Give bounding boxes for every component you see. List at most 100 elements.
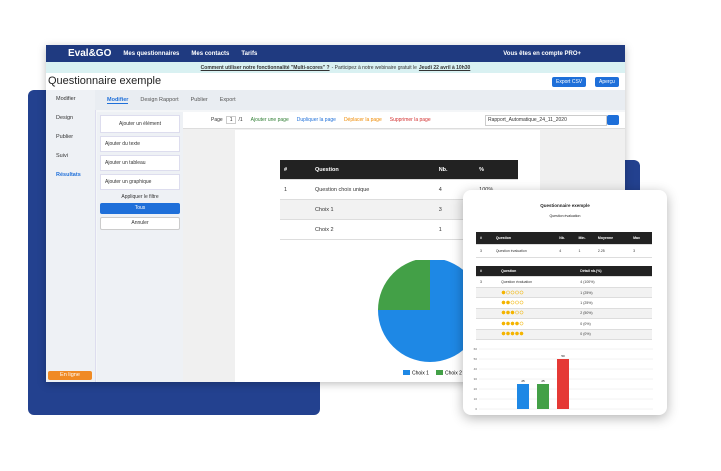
y-tick-label: 50: [474, 357, 478, 361]
banner-date[interactable]: Jeudi 22 avril à 10h30: [418, 64, 471, 71]
bar-label: 50: [561, 354, 565, 358]
tablet-subtitle: Question évaluation: [549, 214, 581, 218]
tab[interactable]: Publier: [190, 97, 208, 103]
confirm-button[interactable]: [607, 115, 619, 125]
status-badge: En ligne: [48, 371, 92, 380]
table-cell: 0 (0%): [580, 332, 591, 337]
table-cell: 1: [438, 226, 442, 233]
column-header: #: [284, 166, 288, 173]
table-row: 3 Question évaluation 4 1 2.25 3: [476, 245, 652, 258]
tab[interactable]: Modifier: [107, 96, 129, 104]
pie-slice: [378, 260, 430, 310]
delete-page[interactable]: Supprimer la page: [389, 117, 431, 123]
panel-item[interactable]: Ajouter un tableau: [100, 155, 180, 171]
nav-link[interactable]: Mes questionnaires: [123, 50, 180, 57]
y-tick-label: 10: [474, 397, 478, 401]
brand[interactable]: Eval&GO: [68, 48, 112, 59]
filter-button[interactable]: Tous: [100, 203, 180, 214]
preview-button[interactable]: Aperçu: [595, 77, 619, 87]
sidebar: Modifier Design Publier Suivi Résultats …: [46, 90, 96, 382]
side-item[interactable]: Design: [56, 115, 74, 121]
column-header: Détail nb.(%): [580, 269, 602, 273]
star: [519, 311, 524, 315]
legend-swatch: [436, 370, 443, 375]
table-row: Choix 1 3: [280, 200, 518, 220]
table-row: Choix 2 1: [280, 220, 518, 240]
stars: [497, 331, 576, 337]
tab[interactable]: Export: [219, 97, 236, 103]
table-header: # Question Nb. Min. Moyenne Max: [476, 232, 652, 245]
table-cell: 3: [633, 249, 636, 253]
star-rating: [501, 290, 524, 295]
table-cell: 3: [480, 280, 482, 284]
table-cell: 0 (0%): [580, 321, 591, 326]
table-row: 0 (0%): [476, 329, 652, 340]
table-cell: Choix 1: [314, 206, 334, 213]
star: [515, 331, 519, 336]
page-select[interactable]: 1: [225, 116, 237, 124]
panel-item[interactable]: Ajouter un graphique: [100, 174, 180, 190]
table-row: 0 (0%): [476, 319, 652, 330]
star: [510, 311, 515, 315]
side-item[interactable]: Résultats: [56, 172, 81, 178]
duplicate-page[interactable]: Dupliquer la page: [296, 117, 336, 123]
star: [501, 290, 506, 295]
bar-label: 25: [541, 379, 545, 383]
banner: Comment utiliser notre fonctionnalité "M…: [46, 62, 625, 73]
star: [515, 300, 519, 305]
star: [515, 311, 519, 315]
top-nav: Eval&GO Mes questionnaires Mes contacts …: [46, 45, 625, 62]
table-cell: Question évaluation: [495, 249, 527, 253]
export-button[interactable]: Export CSV: [552, 77, 587, 87]
star: [501, 311, 506, 315]
column-header: Question: [495, 236, 511, 240]
banner-link[interactable]: Comment utiliser notre fonctionnalité "M…: [200, 64, 330, 71]
star-rating: [501, 331, 524, 336]
table-cell: 4: [438, 186, 442, 193]
star: [510, 300, 515, 305]
table-cell: 3: [438, 206, 442, 213]
table-row: 2 (50%): [476, 308, 652, 320]
bar: [517, 384, 529, 409]
report-name[interactable]: Rapport_Automatique_24_11_2020: [485, 115, 607, 126]
star: [510, 331, 515, 336]
panel-title: Ajouter un élément: [100, 115, 180, 133]
nav-link[interactable]: Mes contacts: [191, 50, 230, 57]
star-rating: [501, 321, 524, 326]
column-header: %: [479, 166, 485, 173]
star: [506, 290, 510, 295]
stars: [497, 321, 576, 327]
side-item[interactable]: Suivi: [56, 153, 68, 159]
column-header: Nb.: [438, 166, 448, 173]
column-header: Nb.: [559, 236, 565, 240]
panel-item[interactable]: Ajouter du texte: [100, 136, 180, 152]
side-item[interactable]: Modifier: [56, 96, 76, 102]
stars: [497, 310, 576, 316]
tablet-title: Questionnaire exemple: [540, 203, 590, 208]
tablet-preview: Questionnaire exemple Question évaluatio…: [463, 190, 667, 415]
move-page[interactable]: Déplacer la page: [343, 117, 382, 123]
tab[interactable]: Design Rapport: [140, 97, 179, 103]
cancel-button[interactable]: Annuler: [100, 217, 180, 230]
table-cell: 2 (50%): [580, 311, 593, 316]
add-page[interactable]: Ajouter une page: [250, 117, 289, 123]
star: [501, 321, 506, 326]
column-header: Moyenne: [597, 236, 614, 240]
table-cell: 1 (25%): [580, 301, 593, 306]
side-item[interactable]: Publier: [56, 134, 74, 140]
page-label: Page: [211, 117, 223, 123]
y-tick-label: 40: [474, 367, 478, 371]
y-tick-label: 0: [475, 407, 477, 411]
nav-link[interactable]: Tarifs: [241, 50, 258, 57]
star: [506, 300, 510, 305]
filter-title: Appliquer le filtre: [121, 194, 159, 200]
page-title: Questionnaire exemple: [48, 75, 162, 87]
star: [519, 290, 524, 295]
bar-label: 25: [521, 379, 525, 383]
legend-swatch: [403, 370, 410, 375]
star: [510, 321, 515, 326]
pie-slice: [378, 260, 482, 362]
stats-table: # Question Nb. Min. Moyenne Max 3 Question éval…: [476, 232, 652, 258]
account[interactable]: Vous êtes en compte PRO+: [503, 50, 581, 57]
